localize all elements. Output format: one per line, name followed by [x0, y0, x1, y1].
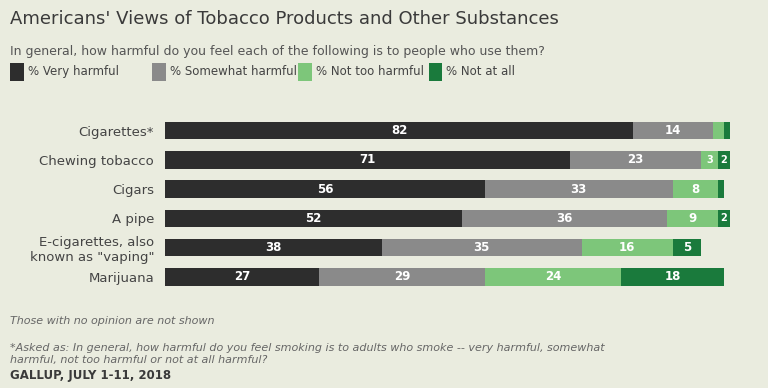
Text: 29: 29 [394, 270, 410, 283]
Text: 82: 82 [391, 124, 407, 137]
Bar [718, 151, 730, 169]
Bar [673, 239, 701, 256]
Bar [701, 151, 718, 169]
Bar [621, 268, 724, 286]
Text: 27: 27 [234, 270, 250, 283]
Bar [165, 239, 382, 256]
Bar [485, 180, 673, 198]
Text: 5: 5 [683, 241, 691, 254]
Bar [713, 122, 724, 139]
Bar [382, 239, 581, 256]
Bar [165, 122, 633, 139]
Text: 52: 52 [305, 212, 322, 225]
Bar [165, 151, 570, 169]
Text: % Not too harmful: % Not too harmful [316, 65, 424, 78]
Text: *Asked as: In general, how harmful do you feel smoking is to adults who smoke --: *Asked as: In general, how harmful do yo… [10, 343, 604, 365]
Text: 16: 16 [619, 241, 635, 254]
Text: Those with no opinion are not shown: Those with no opinion are not shown [10, 316, 214, 326]
Text: 2: 2 [720, 155, 727, 165]
Bar [724, 122, 730, 139]
Text: 33: 33 [571, 183, 587, 196]
Bar [581, 239, 673, 256]
Text: 71: 71 [359, 153, 376, 166]
Bar [718, 210, 730, 227]
Bar [570, 151, 701, 169]
Bar [319, 268, 485, 286]
Text: 14: 14 [664, 124, 681, 137]
Bar [462, 210, 667, 227]
Bar [633, 122, 713, 139]
Text: In general, how harmful do you feel each of the following is to people who use t: In general, how harmful do you feel each… [10, 45, 545, 58]
Text: 24: 24 [545, 270, 561, 283]
Text: 23: 23 [627, 153, 644, 166]
Text: Americans' Views of Tobacco Products and Other Substances: Americans' Views of Tobacco Products and… [10, 10, 559, 28]
Text: 35: 35 [474, 241, 490, 254]
Bar [667, 210, 718, 227]
Text: 2: 2 [720, 213, 727, 223]
Bar [673, 180, 718, 198]
Bar [165, 268, 319, 286]
Text: 3: 3 [707, 155, 713, 165]
Text: % Somewhat harmful: % Somewhat harmful [170, 65, 296, 78]
Text: 36: 36 [556, 212, 573, 225]
Text: % Very harmful: % Very harmful [28, 65, 118, 78]
Text: % Not at all: % Not at all [446, 65, 515, 78]
Bar [165, 210, 462, 227]
Text: 18: 18 [664, 270, 681, 283]
Text: GALLUP, JULY 1-11, 2018: GALLUP, JULY 1-11, 2018 [10, 369, 171, 382]
Text: 38: 38 [265, 241, 282, 254]
Bar [485, 268, 621, 286]
Text: 8: 8 [691, 183, 700, 196]
Text: 9: 9 [689, 212, 697, 225]
Bar [718, 180, 724, 198]
Text: 56: 56 [316, 183, 333, 196]
Bar [165, 180, 485, 198]
